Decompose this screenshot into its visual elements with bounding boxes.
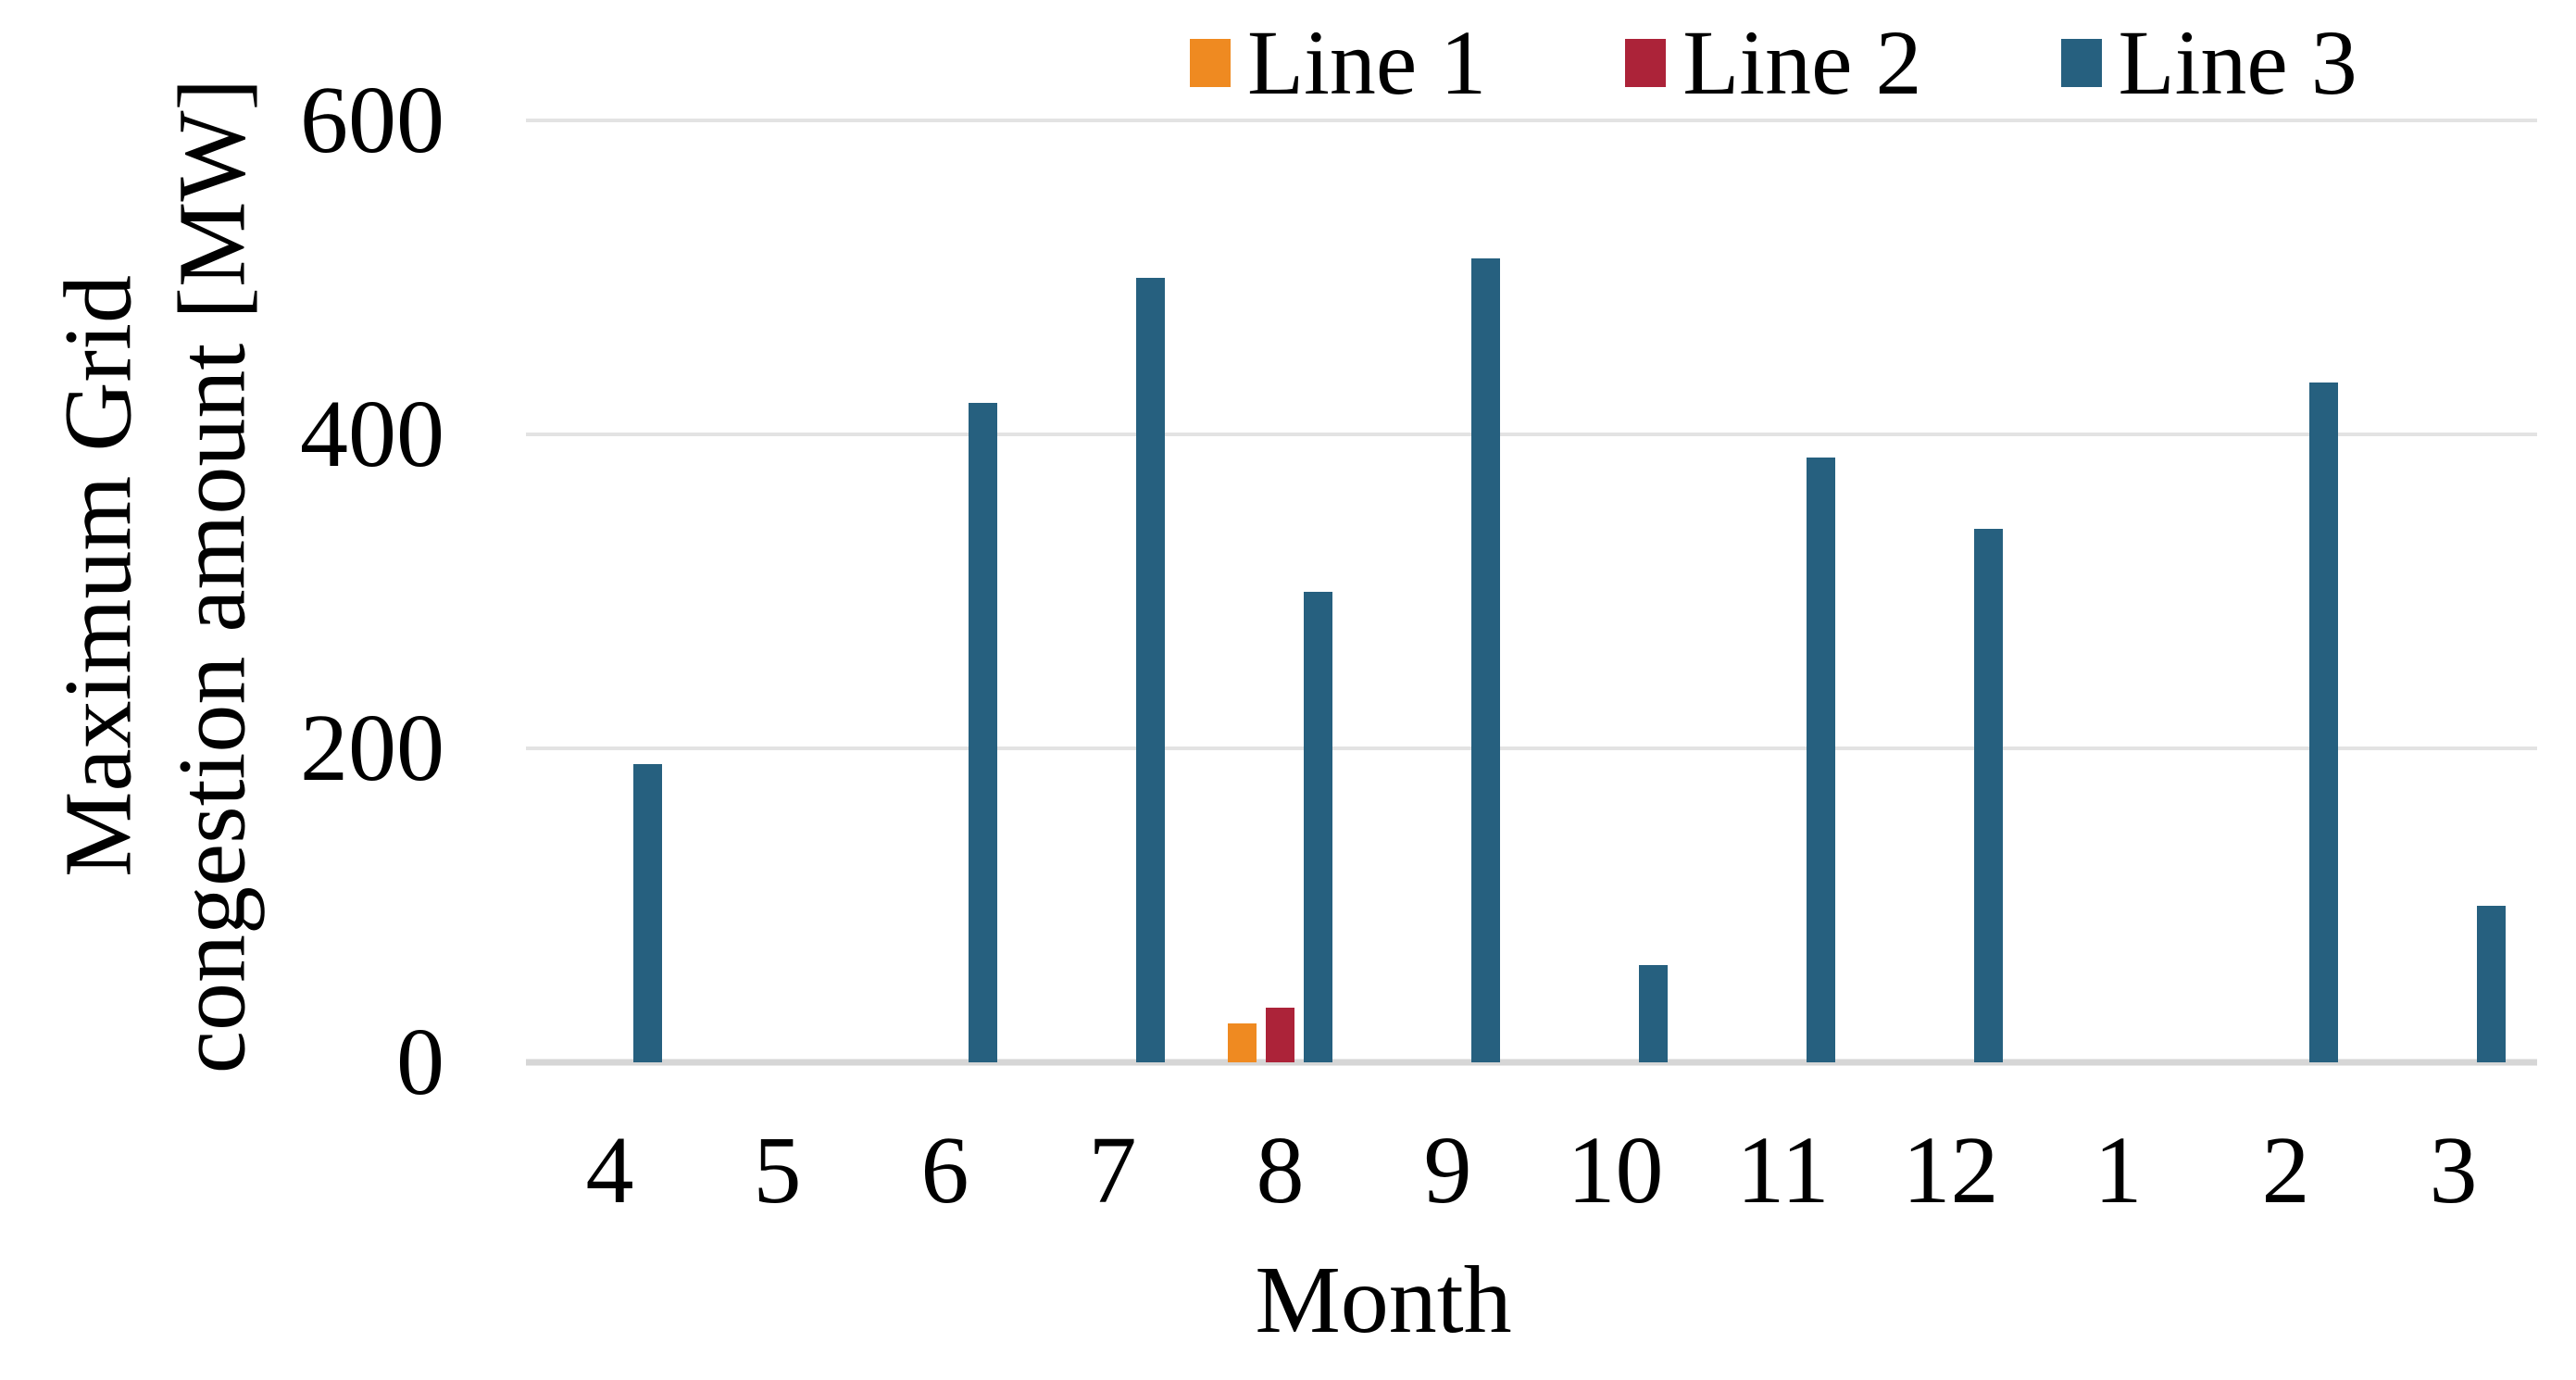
bar-group-month-11 xyxy=(1699,120,1867,1062)
legend-label: Line 3 xyxy=(2118,11,2357,114)
legend-label: Line 1 xyxy=(1247,11,1487,114)
bar-line-3-month-2 xyxy=(2309,383,2338,1062)
legend-item-line-1: Line 1 xyxy=(1190,17,1486,109)
gridline-600 xyxy=(526,119,2537,122)
bar-line-1-month-8 xyxy=(1228,1022,1257,1062)
x-axis-tick-6: 6 xyxy=(920,1117,969,1223)
bar-line-3-month-11 xyxy=(1807,458,1835,1062)
legend-swatch-icon xyxy=(1625,39,1667,87)
y-axis-tick-200: 200 xyxy=(300,695,444,801)
bar-group-month-2 xyxy=(2202,120,2370,1062)
bar-group-month-8 xyxy=(1196,120,1364,1062)
x-axis-title: Month xyxy=(1255,1247,1512,1353)
x-axis-tick-7: 7 xyxy=(1088,1117,1137,1223)
bar-group-month-1 xyxy=(2034,120,2202,1062)
x-axis-tick-4: 4 xyxy=(585,1117,634,1223)
legend-item-line-3: Line 3 xyxy=(2060,11,2357,114)
x-axis-tick-2: 2 xyxy=(2261,1117,2310,1223)
bar-line-3-month-10 xyxy=(1639,964,1668,1062)
bar-line-3-month-12 xyxy=(1974,528,2003,1062)
y-axis-tick-400: 400 xyxy=(300,381,444,487)
bar-line-3-month-7 xyxy=(1136,277,1165,1062)
x-axis-tick-labels: 4 5 6 7 8 9 10 11 12 1 2 3 xyxy=(526,1123,2537,1219)
bar-group-month-4 xyxy=(526,120,694,1062)
x-axis-tick-10: 10 xyxy=(1567,1117,1664,1223)
x-axis-tick-12: 12 xyxy=(1902,1117,1999,1223)
legend-swatch-icon xyxy=(2060,39,2102,87)
legend-label: Line 2 xyxy=(1682,11,1922,114)
bar-group-month-3 xyxy=(2370,120,2537,1062)
x-axis-tick-11: 11 xyxy=(1736,1117,1830,1223)
x-axis-tick-1: 1 xyxy=(2094,1117,2143,1223)
bar-line-3-month-4 xyxy=(633,763,662,1062)
bar-line-3-month-9 xyxy=(1471,258,1500,1062)
legend-item-line-2: Line 2 xyxy=(1625,11,1922,114)
gridline-400 xyxy=(526,433,2537,436)
plot-area xyxy=(526,119,2537,1066)
chart-legend: Line 1 Line 2 Line 3 xyxy=(1190,17,2357,109)
legend-swatch-icon xyxy=(1190,39,1231,87)
x-axis-tick-3: 3 xyxy=(2429,1117,2478,1223)
bar-line-3-month-3 xyxy=(2477,905,2506,1062)
x-axis-tick-8: 8 xyxy=(1256,1117,1305,1223)
y-axis-tick-0: 0 xyxy=(396,1009,444,1115)
x-axis-tick-9: 9 xyxy=(1423,1117,1472,1223)
bar-line-2-month-8 xyxy=(1266,1007,1294,1062)
bar-line-3-month-6 xyxy=(969,403,997,1062)
y-axis-tick-labels: 600 400 200 0 xyxy=(0,72,444,1110)
gridline-0 xyxy=(526,1059,2537,1066)
bar-group-month-5 xyxy=(694,120,861,1062)
bar-groups xyxy=(526,120,2537,1062)
y-axis-tick-600: 600 xyxy=(300,67,444,173)
bar-group-month-9 xyxy=(1364,120,1532,1062)
bar-group-month-6 xyxy=(861,120,1029,1062)
bar-line-3-month-8 xyxy=(1304,591,1332,1062)
bar-group-month-12 xyxy=(1867,120,2034,1062)
gridline-200 xyxy=(526,746,2537,750)
x-axis-tick-5: 5 xyxy=(753,1117,802,1223)
bar-group-month-7 xyxy=(1029,120,1196,1062)
bar-group-month-10 xyxy=(1532,120,1699,1062)
